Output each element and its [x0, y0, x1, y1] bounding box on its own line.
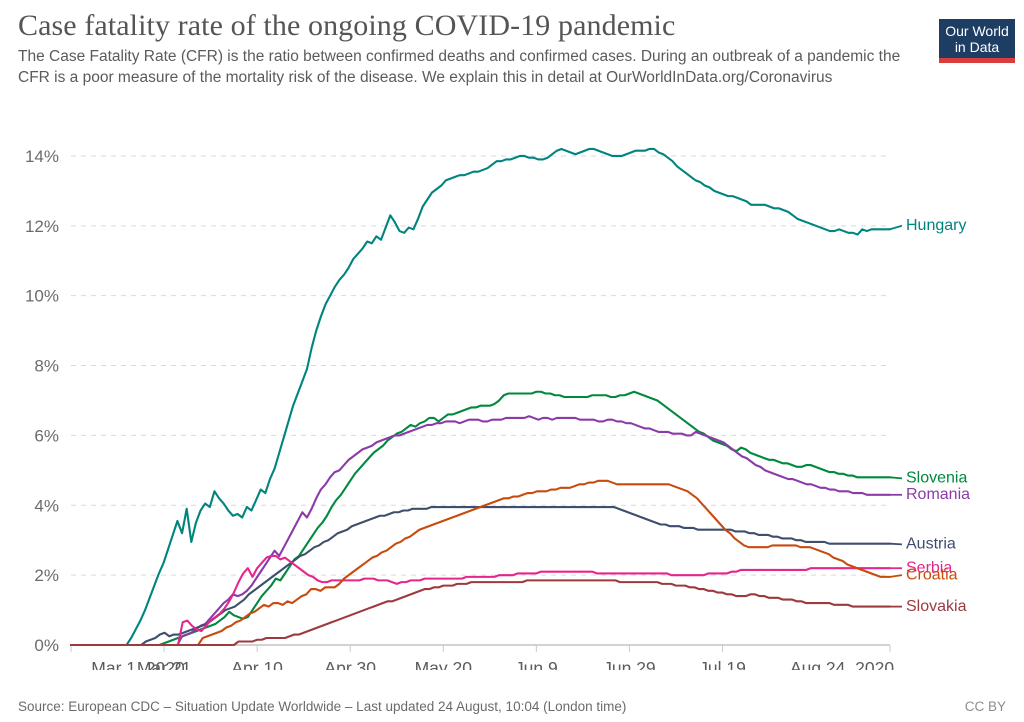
- chart-header: Case fatality rate of the ongoing COVID-…: [18, 8, 908, 88]
- series-line-slovenia[interactable]: [69, 390, 892, 647]
- series-label-croatia[interactable]: Croatia: [906, 566, 958, 583]
- logo-line-2: in Data: [954, 39, 1000, 55]
- series-label-serbia[interactable]: Serbia: [906, 559, 952, 576]
- our-world-in-data-logo[interactable]: Our World in Data: [939, 19, 1015, 63]
- chart-plot-area: 0% 2% 4% 6% 8% 10% 12% 14% Mar 1, 2020 Mar 21 Apr…: [0, 110, 1024, 670]
- series-label-connector-hungary: [889, 224, 903, 231]
- logo-red-rule: [939, 58, 1015, 63]
- series-label-connector-slovenia: [889, 476, 903, 480]
- series-line-slovakia[interactable]: [69, 579, 892, 647]
- series-label-romania[interactable]: Romania: [906, 486, 970, 503]
- series-line-serbia[interactable]: [69, 554, 892, 647]
- series-label-austria[interactable]: Austria: [906, 536, 956, 553]
- series-label-slovakia[interactable]: Slovakia: [906, 598, 967, 615]
- y-tick-label: 4%: [34, 496, 59, 515]
- chart-subtitle: The Case Fatality Rate (CFR) is the rati…: [18, 48, 901, 86]
- x-tick-label: Jun 9: [515, 658, 558, 670]
- y-tick-label: 6%: [34, 426, 59, 445]
- gridlines-group: [71, 155, 890, 646]
- y-axis-labels-group: 0% 2% 4% 6% 8% 10% 12% 14%: [25, 147, 59, 655]
- x-tick-label: Aug 24, 2020: [790, 658, 894, 670]
- series-label-connector-austria: [889, 542, 903, 546]
- x-tick-label: Apr 10: [231, 658, 283, 670]
- y-tick-label: 12%: [25, 217, 59, 236]
- y-tick-label: 0%: [34, 636, 59, 655]
- series-label-hungary[interactable]: Hungary: [906, 217, 966, 234]
- license-note[interactable]: CC BY: [964, 699, 1006, 714]
- series-line-romania[interactable]: [69, 415, 892, 647]
- x-tick-label: Jun 29: [603, 658, 656, 670]
- y-tick-label: 8%: [34, 357, 59, 376]
- x-tick-label: Mar 1, 2020: [91, 658, 185, 670]
- logo-line-1: Our World: [945, 23, 1009, 39]
- series-line-hungary[interactable]: [69, 147, 892, 647]
- chart-footer: Source: European CDC – Situation Update …: [18, 699, 1006, 714]
- y-tick-label: 2%: [34, 566, 59, 585]
- series-label-slovenia[interactable]: Slovenia: [906, 470, 967, 487]
- series-line-croatia[interactable]: [69, 479, 892, 647]
- x-tick-label: Jul 19: [699, 658, 746, 670]
- x-tick-label: Mar 21: [137, 658, 191, 670]
- page-title: Case fatality rate of the ongoing COVID-…: [18, 9, 676, 42]
- x-tick-label: Apr 30: [324, 658, 376, 670]
- series-lines-group: [69, 147, 892, 647]
- y-tick-label: 10%: [25, 287, 59, 306]
- y-tick-label: 14%: [25, 147, 59, 166]
- x-tick-label: May 20: [415, 658, 473, 670]
- series-label-connector-croatia: [889, 574, 903, 578]
- source-note: Source: European CDC – Situation Update …: [18, 699, 627, 714]
